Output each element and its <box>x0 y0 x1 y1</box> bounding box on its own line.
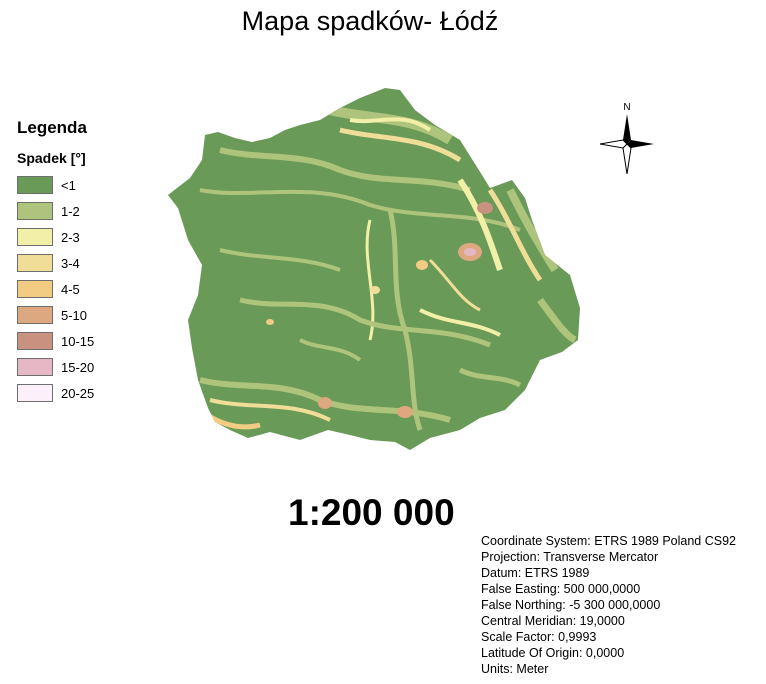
legend-swatch <box>17 176 53 194</box>
legend-label: 1-2 <box>61 203 80 219</box>
legend-swatch <box>17 228 53 246</box>
legend-item: <1 <box>17 172 94 198</box>
scale-text: 1:200 000 <box>288 492 455 533</box>
info-line: Datum: ETRS 1989 <box>481 566 590 580</box>
legend-swatch <box>17 280 53 298</box>
legend-title: Legenda <box>17 118 87 137</box>
north-label: N <box>623 102 630 113</box>
info-line: Latitude Of Origin: 0,0000 <box>481 646 625 660</box>
slope-texture <box>198 105 577 431</box>
city-area <box>168 88 580 450</box>
legend-swatch <box>17 358 53 376</box>
info-line: Units: Meter <box>481 662 549 676</box>
legend-item: 15-20 <box>17 354 94 380</box>
legend-swatch <box>17 306 53 324</box>
legend-item: 3-4 <box>17 250 94 276</box>
legend-label: 10-15 <box>61 333 95 349</box>
info-line: False Easting: 500 000,0000 <box>481 582 641 596</box>
legend-subtitle: Spadek [°] <box>17 150 86 166</box>
legend-swatch <box>17 384 53 402</box>
info-line: Central Meridian: 19,0000 <box>481 614 625 628</box>
legend-swatch <box>17 254 53 272</box>
info-line: Projection: Transverse Mercator <box>481 550 659 564</box>
slope-map <box>168 88 580 450</box>
legend-item: 5-10 <box>17 302 94 328</box>
legend-item: 20-25 <box>17 380 94 406</box>
info-line: False Northing: -5 300 000,0000 <box>481 598 661 612</box>
map-title: Mapa spadków- Łódź <box>241 6 499 36</box>
legend-item: 10-15 <box>17 328 94 354</box>
legend-label: 4-5 <box>61 281 80 297</box>
legend-label: 2-3 <box>61 229 80 245</box>
legend-label: 20-25 <box>61 385 95 401</box>
info-line: Scale Factor: 0,9993 <box>481 630 597 644</box>
coordinate-info: Coordinate System: ETRS 1989 Poland CS92… <box>481 533 736 677</box>
legend-item: 2-3 <box>17 224 94 250</box>
legend-label: 15-20 <box>61 359 95 375</box>
legend: Legenda Spadek [°] <1 1-2 2-3 3-4 4-5 5-… <box>17 118 94 406</box>
info-line: Coordinate System: ETRS 1989 Poland CS92 <box>481 534 736 548</box>
legend-label: <1 <box>61 177 76 193</box>
legend-label: 5-10 <box>61 307 88 323</box>
north-arrow-icon: N <box>599 102 654 174</box>
legend-swatch <box>17 202 53 220</box>
legend-item: 1-2 <box>17 198 94 224</box>
legend-item: 4-5 <box>17 276 94 302</box>
legend-swatch <box>17 332 53 350</box>
legend-label: 3-4 <box>61 255 80 271</box>
